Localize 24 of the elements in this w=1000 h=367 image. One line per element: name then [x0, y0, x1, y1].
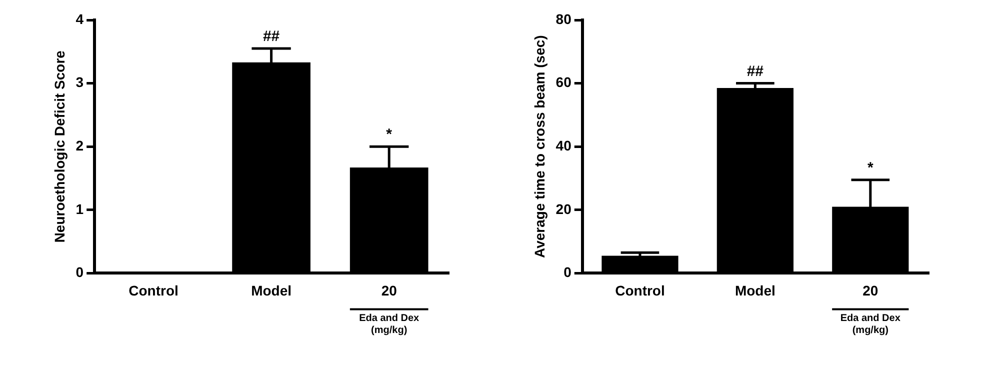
y-axis-title: Neuroethologic Deficit Score — [51, 50, 68, 243]
annotation: * — [386, 126, 392, 144]
y-tick-label: 4 — [76, 10, 84, 27]
y-tick-label: 3 — [76, 74, 84, 90]
x-tick-label: Control — [615, 282, 665, 298]
x-tick-label: 20 — [862, 282, 878, 298]
y-tick-label: 60 — [556, 74, 572, 90]
text: Eda and Dex (mg/kg) — [840, 313, 901, 336]
x-tick-label: 20 — [381, 282, 398, 298]
y-axis-title: Average time to cross beam (sec) — [531, 35, 548, 258]
y-tick-label: 1 — [76, 200, 84, 217]
y-tick-label: 0 — [564, 264, 572, 280]
annotation: ## — [262, 28, 280, 46]
y-tick-label: 2 — [76, 137, 84, 154]
y-tick-label: 20 — [556, 200, 572, 217]
x-tick-label: Model — [251, 282, 292, 298]
annotation: * — [867, 159, 874, 176]
y-tick-label: 0 — [76, 264, 84, 280]
x-tick-label: Control — [128, 282, 178, 298]
annotation: ## — [746, 62, 764, 80]
y-tick-label: 40 — [556, 137, 572, 154]
text: Eda and Dex (mg/kg) — [359, 313, 420, 336]
x-tick-label: Model — [734, 282, 776, 298]
y-tick-label: 80 — [556, 10, 572, 27]
